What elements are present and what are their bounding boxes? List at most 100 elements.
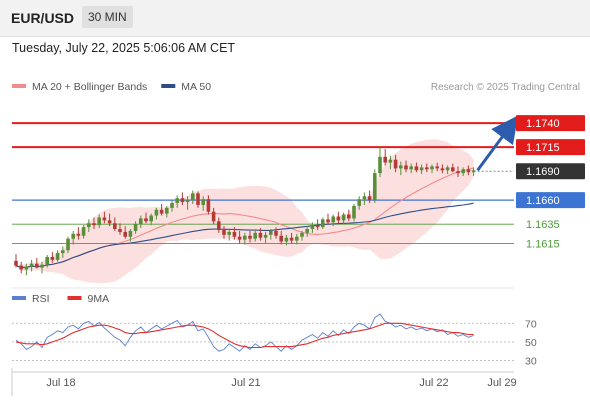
candle-body <box>50 256 55 260</box>
candle <box>211 207 216 225</box>
candle <box>97 214 101 229</box>
candle <box>222 226 226 239</box>
legend-label-main: MA 50 <box>181 81 211 93</box>
candle <box>378 146 382 178</box>
candle-body <box>76 233 81 236</box>
candle <box>76 227 81 240</box>
candle-body <box>347 214 351 219</box>
candle <box>352 203 356 222</box>
candle <box>92 217 96 230</box>
candle-body <box>399 165 403 169</box>
candle <box>393 154 398 173</box>
candle-body <box>185 200 190 203</box>
candle-body <box>393 159 398 169</box>
candle-body <box>55 253 60 260</box>
candle-body <box>269 230 273 235</box>
candle <box>102 211 107 224</box>
candle <box>435 162 439 172</box>
candle-body <box>419 167 424 171</box>
moving-averages <box>15 167 474 269</box>
candle <box>456 166 460 178</box>
candle-body <box>211 211 216 222</box>
candle <box>165 205 169 218</box>
candle-body <box>165 207 169 214</box>
candle <box>61 246 65 258</box>
candle-body <box>274 230 278 236</box>
rsi-line <box>15 313 474 352</box>
candle-body <box>24 266 29 270</box>
source-credit: Research © 2025 Trading Central <box>431 82 580 93</box>
candle-body <box>378 156 382 174</box>
candle-body <box>471 170 476 173</box>
candle-body <box>461 169 465 174</box>
candle <box>414 162 419 173</box>
candle <box>430 164 434 174</box>
candle-body <box>232 231 237 237</box>
level-label-1-1615: 1.1615 <box>526 238 560 250</box>
forecast-arrow-line <box>476 115 519 172</box>
candle <box>305 226 309 237</box>
candle-body <box>367 196 372 201</box>
candle-body <box>248 235 252 239</box>
candle-body <box>40 264 44 268</box>
level-tag-1-1690 <box>516 163 585 180</box>
candle-body <box>284 237 289 242</box>
candle-body <box>206 199 211 212</box>
candle-body <box>289 237 294 241</box>
time-tick-label: Jul 22 <box>419 377 448 389</box>
level-label-1-1660: 1.1660 <box>526 195 560 207</box>
candle <box>300 230 304 241</box>
candle-body <box>118 229 122 232</box>
chart-datetime: Tuesday, July 22, 2025 5:06:06 AM CET <box>12 41 236 55</box>
candle <box>253 229 257 242</box>
candle <box>357 196 361 210</box>
candle <box>71 230 75 245</box>
candle <box>336 211 341 224</box>
candle <box>175 195 179 208</box>
candle-body <box>388 159 393 163</box>
candle-body <box>456 171 460 174</box>
candle <box>206 195 211 215</box>
level-labels: 1.1740 1.1715 1.1690 1.1660 1.1635 1.1615 <box>516 115 585 250</box>
candle <box>243 232 247 245</box>
candle-body <box>180 198 185 203</box>
candle-body <box>123 231 127 237</box>
rsi-panel: RSI 9MA 70 50 30 <box>12 287 537 368</box>
candle-body <box>222 229 226 235</box>
candle <box>451 163 455 173</box>
candle <box>170 200 174 212</box>
candle <box>440 164 445 174</box>
legend-swatch-main <box>161 84 176 88</box>
candle <box>196 191 200 208</box>
candle-body <box>175 198 179 204</box>
candle-body <box>113 223 117 230</box>
candle-body <box>35 263 39 268</box>
candle-body <box>87 223 91 228</box>
candle <box>227 229 231 241</box>
bollinger-band <box>16 139 474 284</box>
candle <box>19 261 23 274</box>
level-label-1-1715: 1.1715 <box>526 142 560 154</box>
candle-body <box>357 199 361 206</box>
candle-body <box>336 216 341 221</box>
candle-body <box>445 167 450 171</box>
candle <box>29 259 34 272</box>
candle-body <box>331 216 335 223</box>
candle <box>24 263 29 276</box>
candle <box>404 160 408 173</box>
candle-body <box>383 156 387 163</box>
candle-body <box>451 167 455 172</box>
candle <box>133 221 138 234</box>
candle <box>217 217 221 233</box>
interval-button[interactable]: 30 MIN <box>82 6 133 28</box>
candle-body <box>352 205 356 219</box>
candle-body <box>45 256 49 265</box>
candle-body <box>29 263 34 267</box>
candle-body <box>414 166 419 171</box>
candle <box>180 192 185 205</box>
candlesticks <box>14 146 476 276</box>
time-tick-label: Jul 29 <box>487 377 516 389</box>
candle-body <box>133 224 138 231</box>
candle <box>367 190 372 204</box>
